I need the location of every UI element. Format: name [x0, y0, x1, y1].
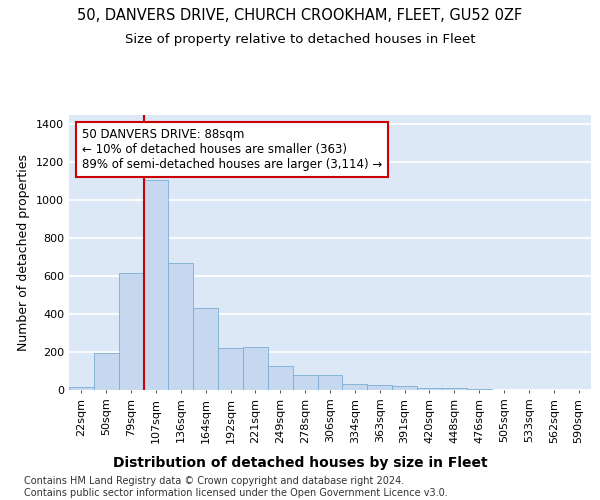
Bar — [143, 180, 169, 390]
Text: Distribution of detached houses by size in Fleet: Distribution of detached houses by size … — [113, 456, 487, 470]
Bar — [442, 388, 467, 390]
Bar — [169, 263, 193, 390]
Bar — [343, 384, 367, 390]
Bar — [467, 389, 491, 390]
Bar — [317, 375, 343, 390]
Bar — [193, 308, 218, 390]
Bar — [293, 375, 317, 390]
Text: Contains HM Land Registry data © Crown copyright and database right 2024.
Contai: Contains HM Land Registry data © Crown c… — [24, 476, 448, 498]
Bar — [94, 353, 119, 390]
Bar — [367, 386, 392, 390]
Y-axis label: Number of detached properties: Number of detached properties — [17, 154, 31, 351]
Bar — [243, 348, 268, 390]
Bar — [268, 366, 293, 390]
Bar — [218, 348, 243, 390]
Bar — [69, 387, 94, 390]
Text: 50 DANVERS DRIVE: 88sqm
← 10% of detached houses are smaller (363)
89% of semi-d: 50 DANVERS DRIVE: 88sqm ← 10% of detache… — [82, 128, 382, 172]
Bar — [417, 388, 442, 390]
Text: Size of property relative to detached houses in Fleet: Size of property relative to detached ho… — [125, 32, 475, 46]
Bar — [119, 274, 143, 390]
Bar — [392, 386, 417, 390]
Text: 50, DANVERS DRIVE, CHURCH CROOKHAM, FLEET, GU52 0ZF: 50, DANVERS DRIVE, CHURCH CROOKHAM, FLEE… — [77, 8, 523, 22]
